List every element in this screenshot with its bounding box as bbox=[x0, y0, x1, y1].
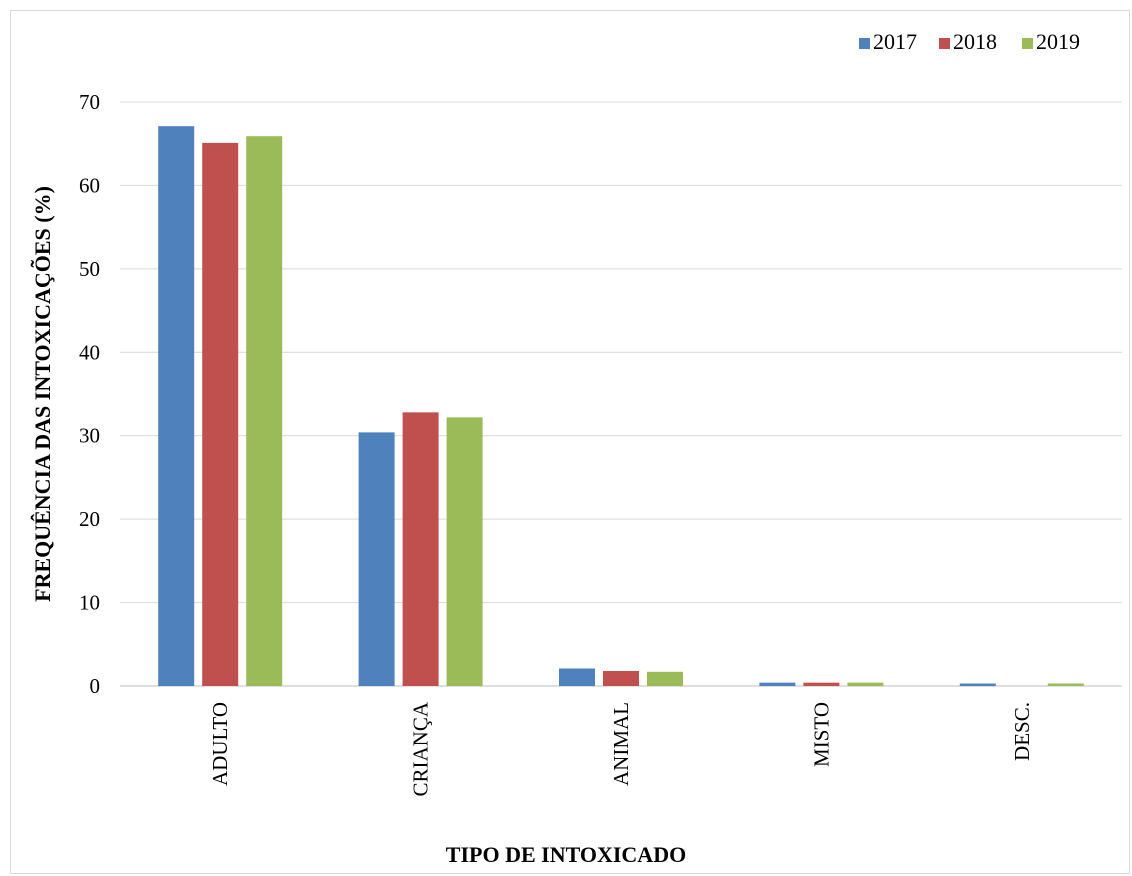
bar bbox=[647, 671, 683, 686]
y-axis-title: FREQUÊNCIA DAS INTOXICAÇÕES (%) bbox=[30, 186, 55, 602]
x-axis-categories: ADULTO CRIANÇA ANIMAL MISTO DESC. bbox=[208, 701, 1034, 796]
legend-item: 2018 bbox=[939, 29, 997, 54]
legend-swatch bbox=[859, 38, 870, 49]
legend-label: 2018 bbox=[953, 29, 997, 54]
bar bbox=[959, 683, 996, 686]
legend-label: 2019 bbox=[1036, 29, 1080, 54]
bar bbox=[803, 682, 840, 686]
y-axis-ticks: 0 10 20 30 40 50 60 70 bbox=[79, 90, 100, 698]
legend-item: 2017 bbox=[859, 29, 917, 54]
y-tick-label: 40 bbox=[79, 340, 100, 364]
y-tick-label: 30 bbox=[79, 424, 100, 448]
chart-area bbox=[10, 10, 1130, 874]
x-category-label: ANIMAL bbox=[609, 702, 633, 786]
x-category-label: MISTO bbox=[809, 702, 833, 767]
y-tick-label: 50 bbox=[79, 257, 100, 281]
bar bbox=[446, 417, 483, 686]
x-category-label: ADULTO bbox=[208, 702, 232, 786]
bars bbox=[158, 126, 1084, 687]
y-tick-label: 70 bbox=[79, 90, 100, 114]
y-tick-label: 60 bbox=[79, 173, 100, 197]
bar bbox=[759, 682, 796, 686]
legend: 2017 2018 2019 bbox=[859, 29, 1080, 54]
bar bbox=[246, 136, 283, 687]
bar bbox=[847, 682, 884, 686]
bar bbox=[358, 432, 395, 686]
gridlines bbox=[120, 101, 1122, 687]
y-tick-label: 10 bbox=[79, 591, 100, 615]
x-axis-title: TIPO DE INTOXICADO bbox=[446, 842, 686, 867]
bar bbox=[202, 142, 239, 686]
x-category-label: CRIANÇA bbox=[409, 701, 433, 796]
bar bbox=[158, 126, 195, 687]
bar bbox=[603, 670, 639, 686]
bar bbox=[559, 668, 595, 686]
legend-label: 2017 bbox=[873, 29, 917, 54]
y-tick-label: 20 bbox=[79, 507, 100, 531]
x-category-label: DESC. bbox=[1010, 702, 1034, 761]
legend-swatch bbox=[939, 38, 950, 49]
y-tick-label: 0 bbox=[90, 674, 101, 698]
bar bbox=[402, 412, 439, 686]
legend-swatch bbox=[1022, 38, 1033, 49]
legend-item: 2019 bbox=[1022, 29, 1080, 54]
bar bbox=[1047, 683, 1084, 686]
